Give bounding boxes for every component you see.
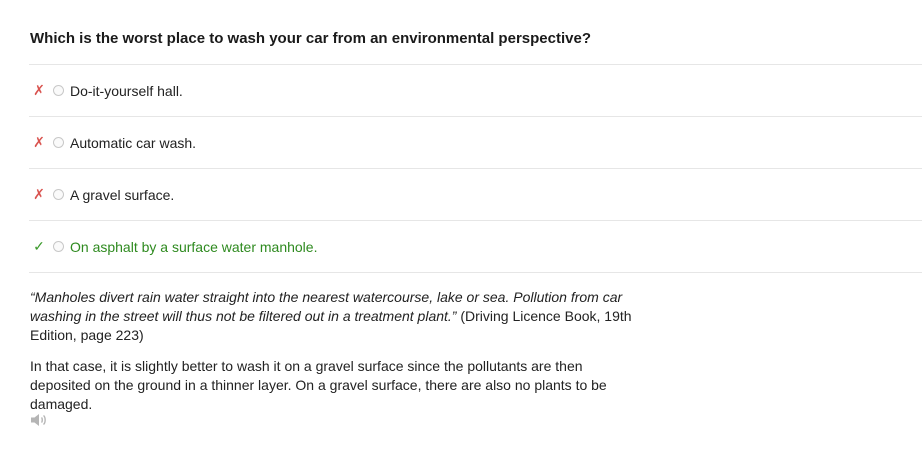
answer-list: ✗ Do-it-yourself hall. ✗ Automatic car w… xyxy=(29,64,922,273)
answer-label: Do-it-yourself hall. xyxy=(70,82,183,99)
wrong-mark-icon: ✗ xyxy=(33,186,45,202)
answer-label: A gravel surface. xyxy=(70,186,175,203)
radio-button[interactable] xyxy=(53,137,64,148)
answer-option-1[interactable]: ✗ Do-it-yourself hall. xyxy=(29,64,922,116)
check-mark-icon: ✓ xyxy=(33,238,45,254)
radio-button[interactable] xyxy=(53,85,64,96)
answer-label: On asphalt by a surface water manhole. xyxy=(70,238,318,255)
explanation-quote: “Manholes divert rain water straight int… xyxy=(30,289,623,324)
speaker-icon[interactable] xyxy=(30,412,48,428)
answer-option-2[interactable]: ✗ Automatic car wash. xyxy=(29,116,922,168)
question-text: Which is the worst place to wash your ca… xyxy=(30,30,591,47)
explanation: “Manholes divert rain water straight int… xyxy=(30,288,640,426)
answer-label: Automatic car wash. xyxy=(70,134,197,151)
answer-option-3[interactable]: ✗ A gravel surface. xyxy=(29,168,922,220)
radio-button[interactable] xyxy=(53,189,64,200)
radio-button[interactable] xyxy=(53,241,64,252)
explanation-source: (Driving Licence Book, 19th Edition, pag… xyxy=(30,308,632,343)
wrong-mark-icon: ✗ xyxy=(33,134,45,150)
explanation-paragraph: In that case, it is slightly better to w… xyxy=(30,358,607,412)
answer-option-4[interactable]: ✓ On asphalt by a surface water manhole. xyxy=(29,220,922,273)
explanation-quote-paragraph: “Manholes divert rain water straight int… xyxy=(30,288,640,345)
wrong-mark-icon: ✗ xyxy=(33,82,45,98)
